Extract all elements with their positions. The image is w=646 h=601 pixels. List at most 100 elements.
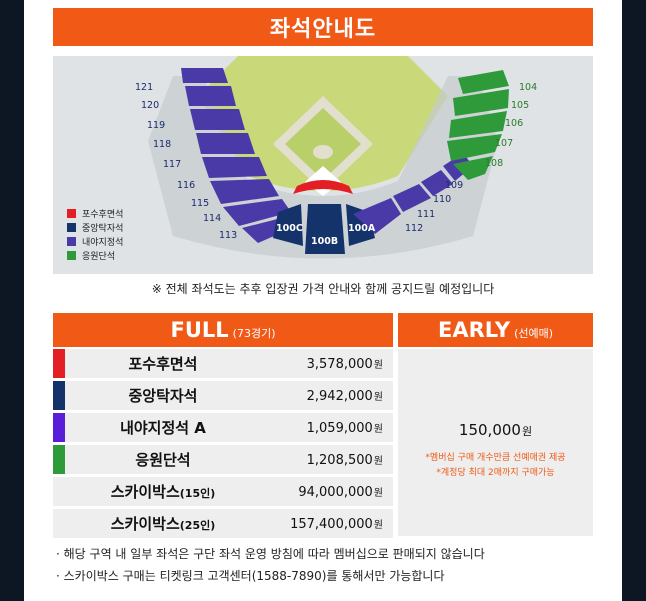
section-107[interactable] [447,134,502,161]
row-price: 2,942,000 [306,388,373,404]
row-price: 94,000,000 [298,484,373,500]
section-106[interactable] [449,111,507,138]
price-row: 스카이박스(25인) 157,400,000원 [53,509,393,538]
row-name-wrap: 내야지정석 A [53,417,273,438]
full-header: FULL (73경기) [53,313,393,347]
legend-label: 응원단석 [82,251,116,262]
row-name-sub: (25인) [179,519,216,532]
section-label-109: 109 [445,180,463,191]
row-name-wrap: 응원단석 [53,449,273,470]
section-label-111: 111 [417,209,435,220]
section-119[interactable] [190,109,245,130]
section-label-118: 118 [153,139,171,150]
row-name-wrap: 스카이박스(25인) [53,513,273,534]
legend-item: 포수후면석 [67,206,123,220]
section-label-119: 119 [147,120,165,131]
early-title: EARLY [437,318,511,342]
section-100C[interactable] [273,204,303,246]
section-111[interactable] [393,184,431,212]
row-color-swatch [53,349,65,378]
section-label-110: 110 [433,194,451,205]
legend-item: 응원단석 [67,248,123,262]
price-table: 포수후면석 3,578,000원 중앙탁자석 2,942,000원 내야지정석 … [53,349,393,541]
price-row: 응원단석 1,208,500원 [53,445,393,474]
row-name: 스카이박스 [110,515,180,533]
row-color-swatch [53,445,65,474]
section-116[interactable] [210,179,279,204]
legend-label: 포수후면석 [82,209,124,220]
row-price: 1,208,500 [306,452,373,468]
price-row: 내야지정석 A 1,059,000원 [53,413,393,442]
infield-grass [285,108,361,180]
row-price-wrap: 1,059,000원 [307,420,383,436]
row-price: 157,400,000 [290,516,373,532]
row-won: 원 [373,455,383,467]
section-110[interactable] [421,170,453,196]
price-row: 스카이박스(15인) 94,000,000원 [53,477,393,506]
legend-swatch-green [67,250,76,260]
section-label-114: 114 [203,213,221,224]
bottom-note: · 해당 구역 내 일부 좌석은 구단 좌석 운영 방침에 따라 멤버십으로 판… [56,547,485,561]
section-115[interactable] [223,199,291,226]
row-color-swatch [53,413,65,442]
section-118[interactable] [196,133,255,154]
section-100B[interactable] [305,204,345,254]
section-117[interactable] [202,157,267,178]
row-name-wrap: 스카이박스(15인) [53,481,273,502]
section-label-117: 117 [163,159,181,170]
stadium-map-drawing: 121 120 119 118 117 116 115 114 113 100C… [135,56,537,259]
legend-item: 중앙탁자석 [67,220,123,234]
row-name: 포수후면석 [128,355,198,373]
page-title: 좌석안내도 [53,8,593,46]
section-label-116: 116 [177,180,195,191]
section-108[interactable] [453,156,493,180]
row-price-wrap: 1,208,500원 [307,452,383,468]
left-infield-sections [181,68,297,243]
section-label-104: 104 [519,82,537,93]
row-name-wrap: 포수후면석 [53,353,273,374]
early-price: 150,000원 [398,421,593,439]
legend-swatch-navy [67,222,76,232]
legend-swatch-red [67,208,76,218]
row-name: 응원단석 [135,451,191,469]
early-note: *멤버십 구매 개수만큼 선예매권 제공 [425,453,566,463]
legend-item: 내야지정석 [67,234,123,248]
early-price-won: 원 [521,425,533,438]
row-price: 3,578,000 [306,356,373,372]
section-label-100B: 100B [311,236,338,247]
catcher-back-section[interactable] [293,180,353,194]
section-label-107: 107 [495,138,513,149]
section-112[interactable] [353,198,401,234]
row-price-wrap: 157,400,000원 [290,516,383,532]
section-label-100A: 100A [348,223,376,234]
seat-map-note: ※ 전체 좌석도는 추후 입장권 가격 안내와 함께 공지드릴 예정입니다 [151,282,495,296]
row-color-swatch [53,381,65,410]
row-won: 원 [373,423,383,435]
section-label-108: 108 [485,158,503,169]
stadium-seat-map: 121 120 119 118 117 116 115 114 113 100C… [53,56,593,274]
row-name-wrap: 중앙탁자석 [53,385,273,406]
row-name: 중앙탁자석 [128,387,198,405]
section-120[interactable] [185,86,236,106]
row-won: 원 [373,391,383,403]
section-121[interactable] [181,68,228,83]
full-subtitle: (73경기) [232,327,276,340]
row-name-sub: (15인) [179,487,216,500]
map-legend: 포수후면석 중앙탁자석 내야지정석 응원단석 [67,206,123,262]
legend-label: 중앙탁자석 [82,223,124,234]
early-notes: *멤버십 구매 개수만큼 선예매권 제공 *계정당 최대 2매까지 구매가능 [398,451,593,481]
section-105[interactable] [453,89,509,116]
section-104[interactable] [458,70,509,94]
section-label-113: 113 [219,230,237,241]
section-label-115: 115 [191,198,209,209]
right-infield-sections [353,153,473,234]
row-won: 원 [373,359,383,371]
early-price-box: 150,000원 *멤버십 구매 개수만큼 선예매권 제공 *계정당 최대 2매… [398,349,593,536]
early-subtitle: (선예매) [514,327,554,340]
seat-guide-panel: 좌석안내도 [24,0,622,601]
price-row: 중앙탁자석 2,942,000원 [53,381,393,410]
row-price-wrap: 2,942,000원 [307,388,383,404]
section-label-106: 106 [505,118,523,129]
row-won: 원 [373,519,383,531]
price-row: 포수후면석 3,578,000원 [53,349,393,378]
